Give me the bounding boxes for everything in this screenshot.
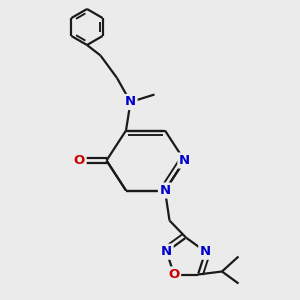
- Text: O: O: [74, 154, 85, 167]
- Text: N: N: [200, 245, 211, 258]
- Text: N: N: [179, 154, 190, 167]
- Text: O: O: [168, 268, 180, 281]
- Text: N: N: [161, 245, 172, 258]
- Text: N: N: [159, 184, 171, 197]
- Text: N: N: [125, 95, 136, 109]
